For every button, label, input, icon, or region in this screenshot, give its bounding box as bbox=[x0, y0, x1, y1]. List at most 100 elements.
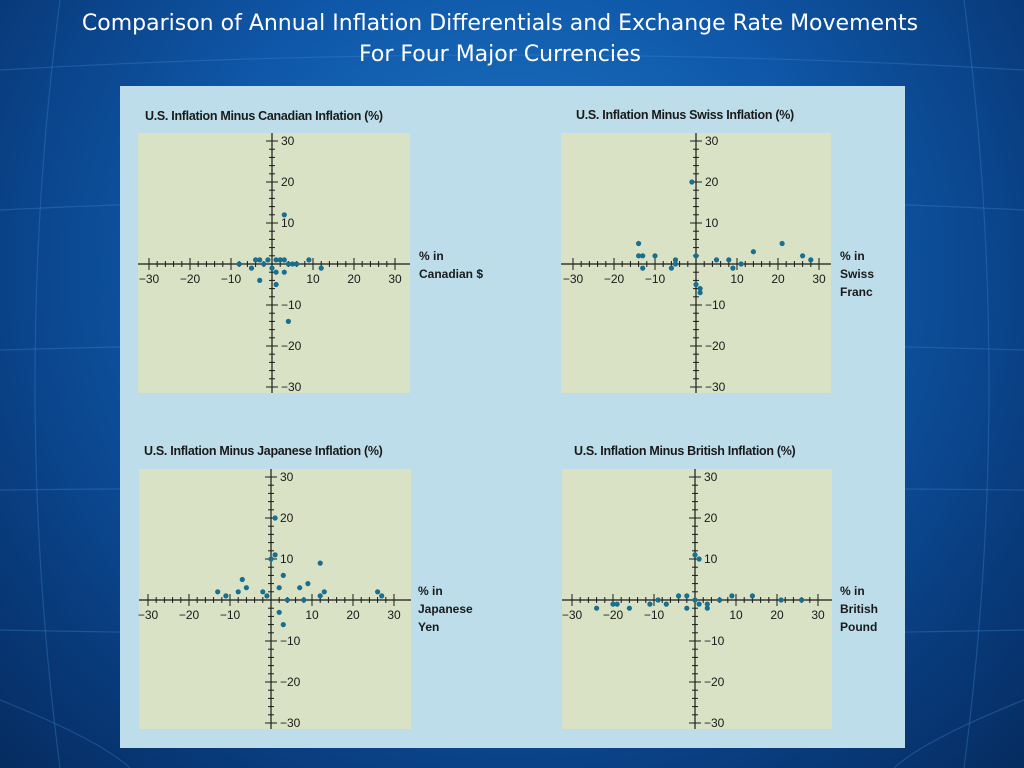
y-tick-label: −30 bbox=[704, 716, 725, 730]
data-point bbox=[730, 265, 736, 271]
y-tick-label: −20 bbox=[280, 675, 301, 689]
x-tick-label: 20 bbox=[771, 272, 785, 286]
data-point bbox=[640, 265, 646, 271]
data-point bbox=[243, 585, 249, 591]
y-tick-label: −10 bbox=[705, 298, 726, 312]
data-point bbox=[318, 265, 324, 271]
x-tick-label: 20 bbox=[347, 272, 361, 286]
data-point bbox=[280, 572, 286, 578]
unit-label: Yen bbox=[418, 620, 439, 634]
chart-3: U.S. Inflation Minus Japanese Inflation … bbox=[138, 444, 473, 730]
data-point bbox=[305, 581, 311, 587]
data-point bbox=[281, 212, 287, 218]
data-point bbox=[285, 318, 291, 324]
y-tick-label: −10 bbox=[281, 298, 302, 312]
x-tick-label: −20 bbox=[180, 272, 201, 286]
y-tick-label: −30 bbox=[705, 380, 726, 394]
x-tick-label: −10 bbox=[644, 608, 665, 622]
y-tick-label: 10 bbox=[281, 216, 295, 230]
data-point bbox=[257, 257, 263, 263]
chart-2: U.S. Inflation Minus Swiss Inflation (%)… bbox=[561, 108, 874, 394]
chart-title: U.S. Inflation Minus Japanese Inflation … bbox=[144, 444, 383, 458]
x-tick-label: 30 bbox=[387, 608, 401, 622]
x-tick-label: −10 bbox=[220, 608, 241, 622]
y-tick-label: −30 bbox=[281, 380, 302, 394]
data-point bbox=[235, 589, 241, 595]
data-point bbox=[272, 552, 278, 558]
data-point bbox=[236, 261, 242, 267]
data-point bbox=[268, 556, 274, 562]
plot-area bbox=[139, 469, 411, 729]
x-tick-label: −20 bbox=[603, 608, 624, 622]
data-point bbox=[317, 560, 323, 566]
chart-4: U.S. Inflation Minus British Inflation (… bbox=[562, 444, 878, 730]
data-point bbox=[684, 605, 690, 611]
data-point bbox=[321, 589, 327, 595]
data-point bbox=[692, 552, 698, 558]
data-point bbox=[738, 261, 744, 267]
data-point bbox=[697, 286, 703, 292]
data-point bbox=[276, 585, 282, 591]
data-point bbox=[260, 589, 266, 595]
data-point bbox=[676, 593, 682, 599]
data-point bbox=[692, 597, 698, 603]
data-point bbox=[248, 265, 255, 271]
data-point bbox=[778, 597, 784, 603]
y-tick-label: 20 bbox=[705, 175, 719, 189]
data-point bbox=[704, 601, 710, 607]
slide-title: Comparison of Annual Inflation Different… bbox=[0, 8, 1000, 70]
data-point bbox=[289, 261, 296, 267]
plot-area bbox=[138, 133, 410, 393]
scatter-charts: U.S. Inflation Minus Canadian Inflation … bbox=[138, 108, 878, 730]
x-tick-label: −10 bbox=[645, 272, 666, 286]
data-point bbox=[693, 281, 699, 288]
data-point bbox=[684, 593, 690, 599]
y-tick-label: 20 bbox=[280, 511, 294, 525]
y-tick-label: 30 bbox=[704, 470, 718, 484]
y-tick-label: 30 bbox=[280, 470, 294, 484]
chart-title: U.S. Inflation Minus British Inflation (… bbox=[574, 444, 796, 458]
data-point bbox=[273, 281, 279, 288]
data-point bbox=[594, 605, 600, 611]
data-point bbox=[253, 257, 259, 263]
data-point bbox=[799, 597, 805, 603]
data-point bbox=[663, 601, 669, 607]
x-tick-label: −10 bbox=[221, 272, 242, 286]
data-point bbox=[689, 179, 695, 185]
unit-label: Swiss bbox=[840, 267, 874, 281]
data-point bbox=[717, 597, 723, 603]
x-tick-label: −30 bbox=[138, 608, 159, 622]
data-point bbox=[713, 257, 720, 263]
unit-label: British bbox=[840, 602, 878, 616]
data-point bbox=[294, 261, 300, 267]
data-point bbox=[239, 576, 245, 583]
unit-label: Japanese bbox=[418, 602, 473, 616]
data-point bbox=[257, 277, 263, 283]
x-tick-label: 10 bbox=[306, 272, 320, 286]
unit-label: % in bbox=[418, 584, 443, 598]
chart-title: U.S. Inflation Minus Canadian Inflation … bbox=[145, 109, 383, 123]
y-tick-label: 20 bbox=[704, 511, 718, 525]
y-tick-label: −20 bbox=[281, 339, 302, 353]
x-tick-label: 20 bbox=[346, 608, 360, 622]
data-point bbox=[749, 593, 756, 599]
chart-1: U.S. Inflation Minus Canadian Inflation … bbox=[138, 109, 483, 394]
unit-label: Pound bbox=[840, 620, 877, 634]
data-point bbox=[652, 253, 658, 259]
y-tick-label: 10 bbox=[280, 552, 294, 566]
data-point bbox=[800, 253, 806, 259]
unit-label: % in bbox=[840, 249, 865, 263]
unit-label: % in bbox=[419, 249, 444, 263]
x-tick-label: −30 bbox=[139, 272, 160, 286]
x-tick-label: 10 bbox=[305, 608, 319, 622]
data-point bbox=[269, 265, 275, 271]
unit-label: % in bbox=[840, 584, 865, 598]
data-point bbox=[301, 597, 307, 603]
data-point bbox=[284, 597, 290, 603]
y-tick-label: −10 bbox=[280, 634, 301, 648]
x-tick-label: 10 bbox=[730, 272, 744, 286]
data-point bbox=[626, 605, 632, 611]
data-point bbox=[261, 261, 267, 267]
data-point bbox=[277, 257, 283, 263]
data-point bbox=[640, 253, 646, 259]
